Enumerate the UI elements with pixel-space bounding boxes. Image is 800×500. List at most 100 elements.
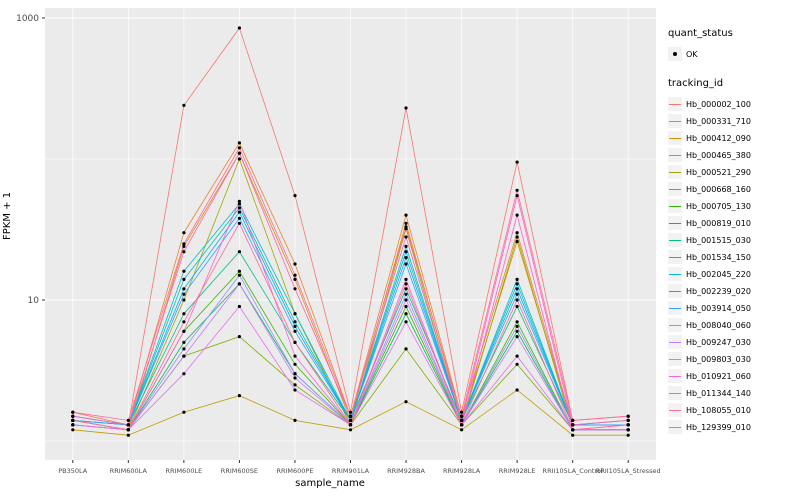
data-point (404, 244, 408, 248)
data-point (404, 292, 408, 296)
data-point (293, 383, 297, 387)
data-point (626, 423, 630, 427)
data-point (348, 423, 353, 427)
legend-group-tracking-id: Hb_000002_100 Hb_000331_710 Hb_000412_090 H… (668, 96, 798, 435)
legend-item-label: Hb_001534_150 (686, 252, 751, 262)
data-point (182, 298, 186, 302)
data-point (237, 394, 241, 398)
data-point (626, 414, 630, 418)
legend-item-tracking-id: Hb_009803_030 (668, 351, 798, 367)
legend-item-tracking-id: Hb_000819_010 (668, 215, 798, 231)
data-point (237, 216, 241, 220)
data-point (237, 269, 241, 273)
data-point (182, 242, 186, 246)
data-point (293, 329, 297, 333)
data-point (404, 213, 408, 217)
data-point (237, 151, 241, 155)
line-swatch-icon (668, 403, 682, 417)
data-point (404, 221, 408, 225)
data-point (293, 372, 297, 376)
data-point (515, 287, 519, 291)
data-point (182, 292, 186, 296)
legend-item-label: Hb_010921_060 (686, 371, 751, 381)
data-point (237, 157, 241, 161)
legend-item-tracking-id: Hb_010921_060 (668, 368, 798, 384)
data-point (515, 388, 519, 392)
data-point (71, 428, 75, 432)
x-tick-label: RRIM600LE (166, 467, 203, 475)
data-point (237, 335, 241, 339)
legend-item-label: Hb_001515_030 (686, 235, 751, 245)
line-swatch-icon (668, 386, 682, 400)
data-point (404, 250, 408, 254)
data-point (348, 418, 353, 422)
data-point (404, 235, 408, 239)
x-tick-label: RRII105LA_Control (543, 467, 603, 475)
data-point (293, 273, 297, 277)
data-point (404, 106, 408, 110)
data-point (182, 410, 186, 414)
data-point (182, 250, 186, 254)
legend-item-label: Hb_002045_220 (686, 269, 751, 279)
line-swatch-icon (668, 335, 682, 349)
data-point (71, 418, 75, 422)
legend-item-label: Hb_003914_050 (686, 303, 751, 313)
data-point (460, 418, 464, 422)
data-point (182, 103, 186, 107)
legend-item-tracking-id: Hb_008040_060 (668, 317, 798, 333)
data-point (404, 304, 408, 309)
data-point (237, 141, 241, 145)
data-point (404, 347, 408, 351)
data-point (515, 235, 519, 239)
legend-item-tracking-id: Hb_002239_020 (668, 283, 798, 299)
data-point (293, 376, 297, 380)
legend-item-label: Hb_000705_130 (686, 201, 751, 211)
data-point (182, 231, 186, 235)
line-swatch-icon (668, 420, 682, 434)
legend-item-tracking-id: Hb_000002_100 (668, 96, 798, 112)
data-point (404, 312, 408, 316)
legend-item-label: Hb_129399_010 (686, 422, 751, 432)
data-point (293, 320, 297, 324)
legend-group-quant-status: OK (668, 46, 798, 62)
data-point (182, 312, 186, 316)
legend-item-label: Hb_000465_380 (686, 150, 751, 160)
legend-item-tracking-id: Hb_000412_090 (668, 130, 798, 146)
data-point (515, 329, 519, 333)
data-point (293, 194, 297, 198)
legend-item-label: Hb_002239_020 (686, 286, 751, 296)
data-point (293, 388, 297, 392)
data-point (293, 418, 297, 422)
data-point (237, 210, 241, 214)
data-point (348, 428, 353, 432)
data-point (71, 423, 75, 427)
line-swatch-icon (668, 148, 682, 162)
data-point (460, 414, 464, 418)
line-swatch-icon (668, 182, 682, 196)
plot-area: 10 1000 PB350LA RRIM600LA RRIM600LE RRIM600SE… (16, 8, 660, 475)
x-tick-label: RRIM600SE (221, 467, 258, 475)
x-tick-label: RRIM600PE (276, 467, 313, 475)
data-point (515, 213, 519, 217)
data-point (515, 194, 519, 198)
legend-item-label: Hb_000412_090 (686, 133, 751, 143)
data-point (237, 199, 241, 203)
data-point (571, 433, 575, 437)
data-point (237, 206, 241, 210)
data-point (515, 320, 519, 324)
data-point (515, 282, 519, 286)
data-point (404, 400, 408, 404)
data-point (182, 269, 186, 273)
data-point (237, 221, 241, 225)
data-point (293, 312, 297, 316)
legend-item-tracking-id: Hb_000521_290 (668, 164, 798, 180)
data-point (404, 256, 408, 260)
data-point (71, 414, 75, 418)
data-point (626, 418, 630, 422)
data-point (404, 282, 408, 286)
data-point (182, 354, 186, 358)
legend-item-tracking-id: Hb_001515_030 (668, 232, 798, 248)
line-swatch-icon (668, 97, 682, 111)
data-point (126, 428, 130, 432)
data-point (515, 292, 519, 296)
